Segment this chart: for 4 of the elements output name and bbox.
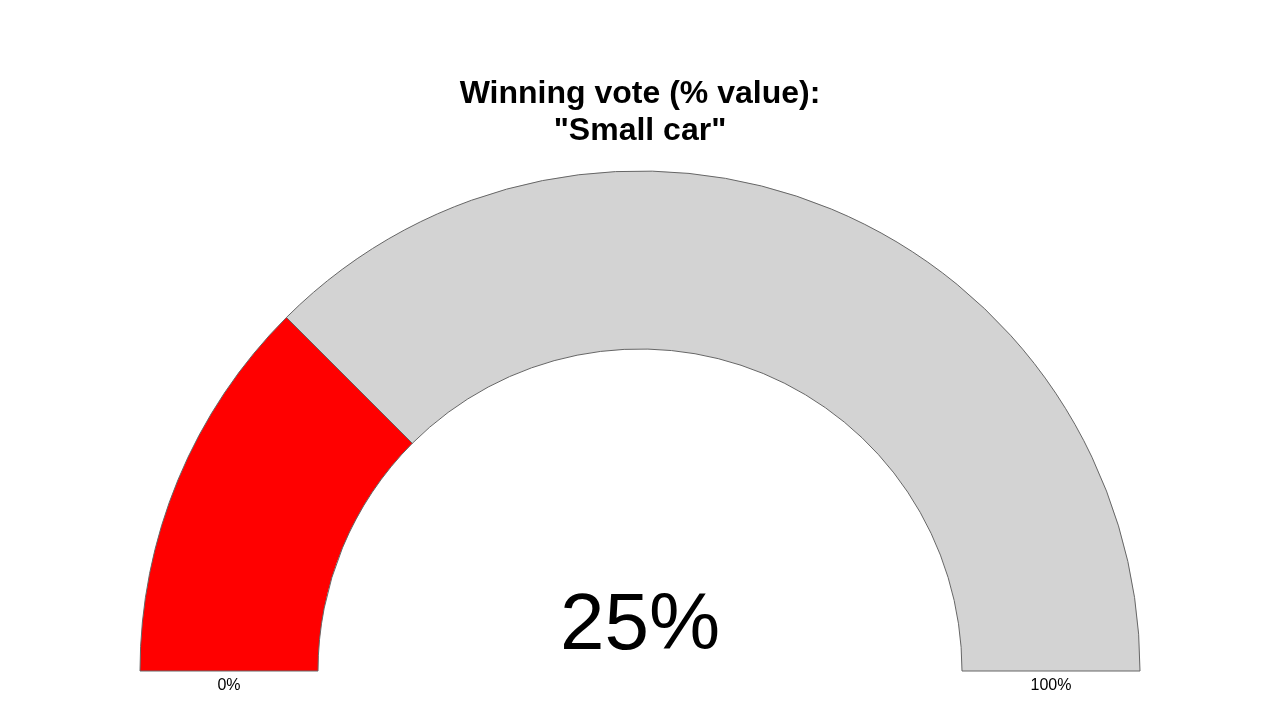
text: 100% [1029, 675, 1073, 695]
text: 25% [558, 577, 722, 667]
text: 0% [216, 675, 242, 695]
chart-title: Winning vote (% value): "Small car" [458, 74, 822, 148]
